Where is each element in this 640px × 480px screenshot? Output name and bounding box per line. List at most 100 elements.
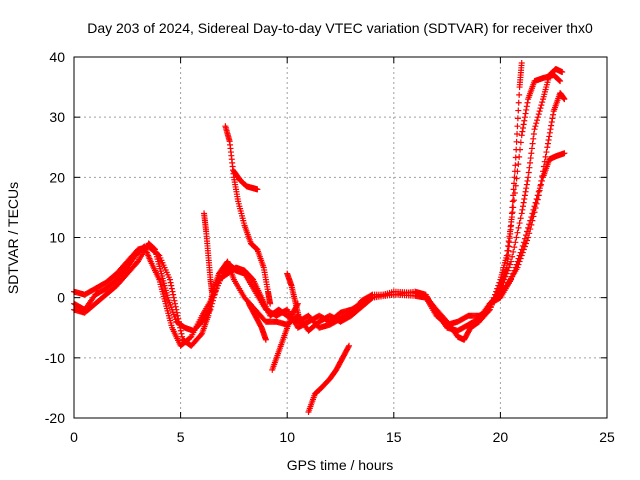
data-point — [502, 283, 509, 290]
data-point — [208, 303, 215, 310]
data-point — [517, 255, 524, 262]
data-point — [518, 132, 525, 139]
data-point — [504, 267, 511, 274]
data-point — [296, 318, 303, 325]
chart-title: Day 203 of 2024, Sidereal Day-to-day VTE… — [87, 20, 593, 36]
y-tick-label: 40 — [49, 49, 65, 65]
series-track-10 — [284, 270, 303, 325]
data-point — [532, 199, 539, 206]
data-point — [368, 292, 375, 299]
data-point — [550, 111, 557, 118]
data-point — [544, 140, 551, 147]
data-point — [513, 234, 520, 241]
data-point — [525, 174, 532, 181]
data-point — [523, 106, 530, 113]
data-point — [535, 192, 542, 199]
data-point — [501, 276, 508, 283]
data-point — [267, 300, 274, 307]
data-point — [533, 120, 540, 127]
data-point — [151, 245, 158, 252]
data-point — [521, 114, 528, 121]
data-point — [518, 210, 525, 217]
data-point — [516, 258, 523, 265]
data-point — [505, 242, 512, 249]
data-point — [534, 117, 541, 124]
data-point — [517, 215, 524, 222]
data-point — [166, 276, 173, 283]
data-point — [522, 188, 529, 195]
data-point — [173, 309, 180, 316]
data-point — [253, 245, 260, 252]
data-point — [535, 111, 542, 118]
x-tick-label: 10 — [279, 429, 295, 445]
data-point — [515, 99, 522, 106]
data-point — [505, 264, 512, 271]
y-tick-label: 20 — [49, 169, 65, 185]
data-point — [170, 291, 177, 298]
data-point — [526, 230, 533, 237]
series-track-3 — [71, 66, 566, 334]
data-point — [515, 161, 522, 168]
data-point — [525, 169, 532, 176]
data-point — [512, 162, 519, 169]
data-point — [170, 294, 177, 301]
data-point — [534, 196, 541, 203]
data-point — [519, 124, 526, 131]
data-point — [212, 288, 219, 295]
data-point — [514, 115, 521, 122]
data-point — [520, 246, 527, 253]
data-point — [209, 300, 216, 307]
data-point — [523, 103, 530, 110]
data-point — [178, 330, 185, 337]
data-point — [503, 270, 510, 277]
x-tick-label: 15 — [386, 429, 402, 445]
data-point — [522, 110, 529, 117]
series-track-4 — [486, 150, 568, 307]
data-point — [512, 239, 519, 246]
data-point — [521, 117, 528, 124]
data-point — [523, 185, 530, 192]
data-series — [71, 60, 568, 415]
data-point — [546, 133, 553, 140]
data-point — [511, 197, 518, 204]
data-point — [557, 78, 564, 85]
data-point — [505, 238, 512, 245]
data-point — [516, 220, 523, 227]
data-point — [517, 139, 524, 146]
data-point — [530, 213, 537, 220]
series-track-8 — [201, 210, 216, 301]
data-point — [545, 137, 552, 144]
x-tick-label: 0 — [70, 429, 78, 445]
data-point — [172, 303, 179, 310]
data-point — [511, 189, 518, 196]
data-point — [345, 344, 352, 351]
data-point — [509, 209, 516, 216]
series-track-7 — [230, 168, 261, 193]
y-tick-label: 10 — [49, 230, 65, 246]
data-point — [528, 221, 535, 228]
series-track-11 — [305, 342, 353, 415]
data-point — [514, 264, 521, 271]
data-point — [521, 192, 528, 199]
data-point — [504, 247, 511, 254]
data-point — [538, 102, 545, 109]
y-tick-label: -20 — [45, 410, 65, 426]
data-point — [197, 331, 204, 338]
data-point — [530, 131, 537, 138]
data-point — [517, 146, 524, 153]
y-tick-label: -10 — [45, 350, 65, 366]
data-point — [519, 206, 526, 213]
data-point — [500, 279, 507, 286]
data-point — [214, 282, 221, 289]
data-point — [530, 135, 537, 142]
data-point — [515, 107, 522, 114]
data-point — [521, 195, 528, 202]
data-point — [527, 226, 534, 233]
data-point — [503, 252, 510, 259]
x-tick-label: 20 — [493, 429, 509, 445]
data-point — [538, 177, 545, 184]
data-point — [508, 218, 515, 225]
data-point — [524, 99, 531, 106]
data-point — [177, 327, 184, 334]
data-point — [167, 279, 174, 286]
